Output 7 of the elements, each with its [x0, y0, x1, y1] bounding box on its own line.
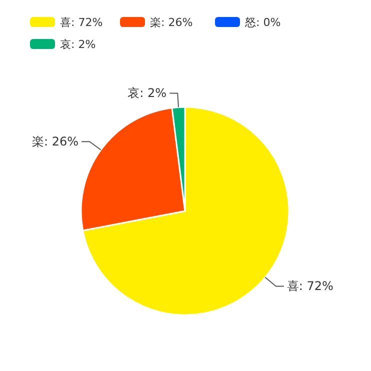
- legend-label: 楽: 26%: [150, 16, 193, 29]
- legend-label: 哀: 2%: [60, 38, 96, 51]
- slice-label: 喜: 72%: [286, 279, 334, 294]
- slice-label: 哀: 2%: [128, 86, 167, 100]
- legend-label: 怒: 0%: [244, 16, 281, 29]
- legend-label: 喜: 72%: [60, 16, 103, 29]
- slice-label: 楽: 26%: [32, 134, 79, 149]
